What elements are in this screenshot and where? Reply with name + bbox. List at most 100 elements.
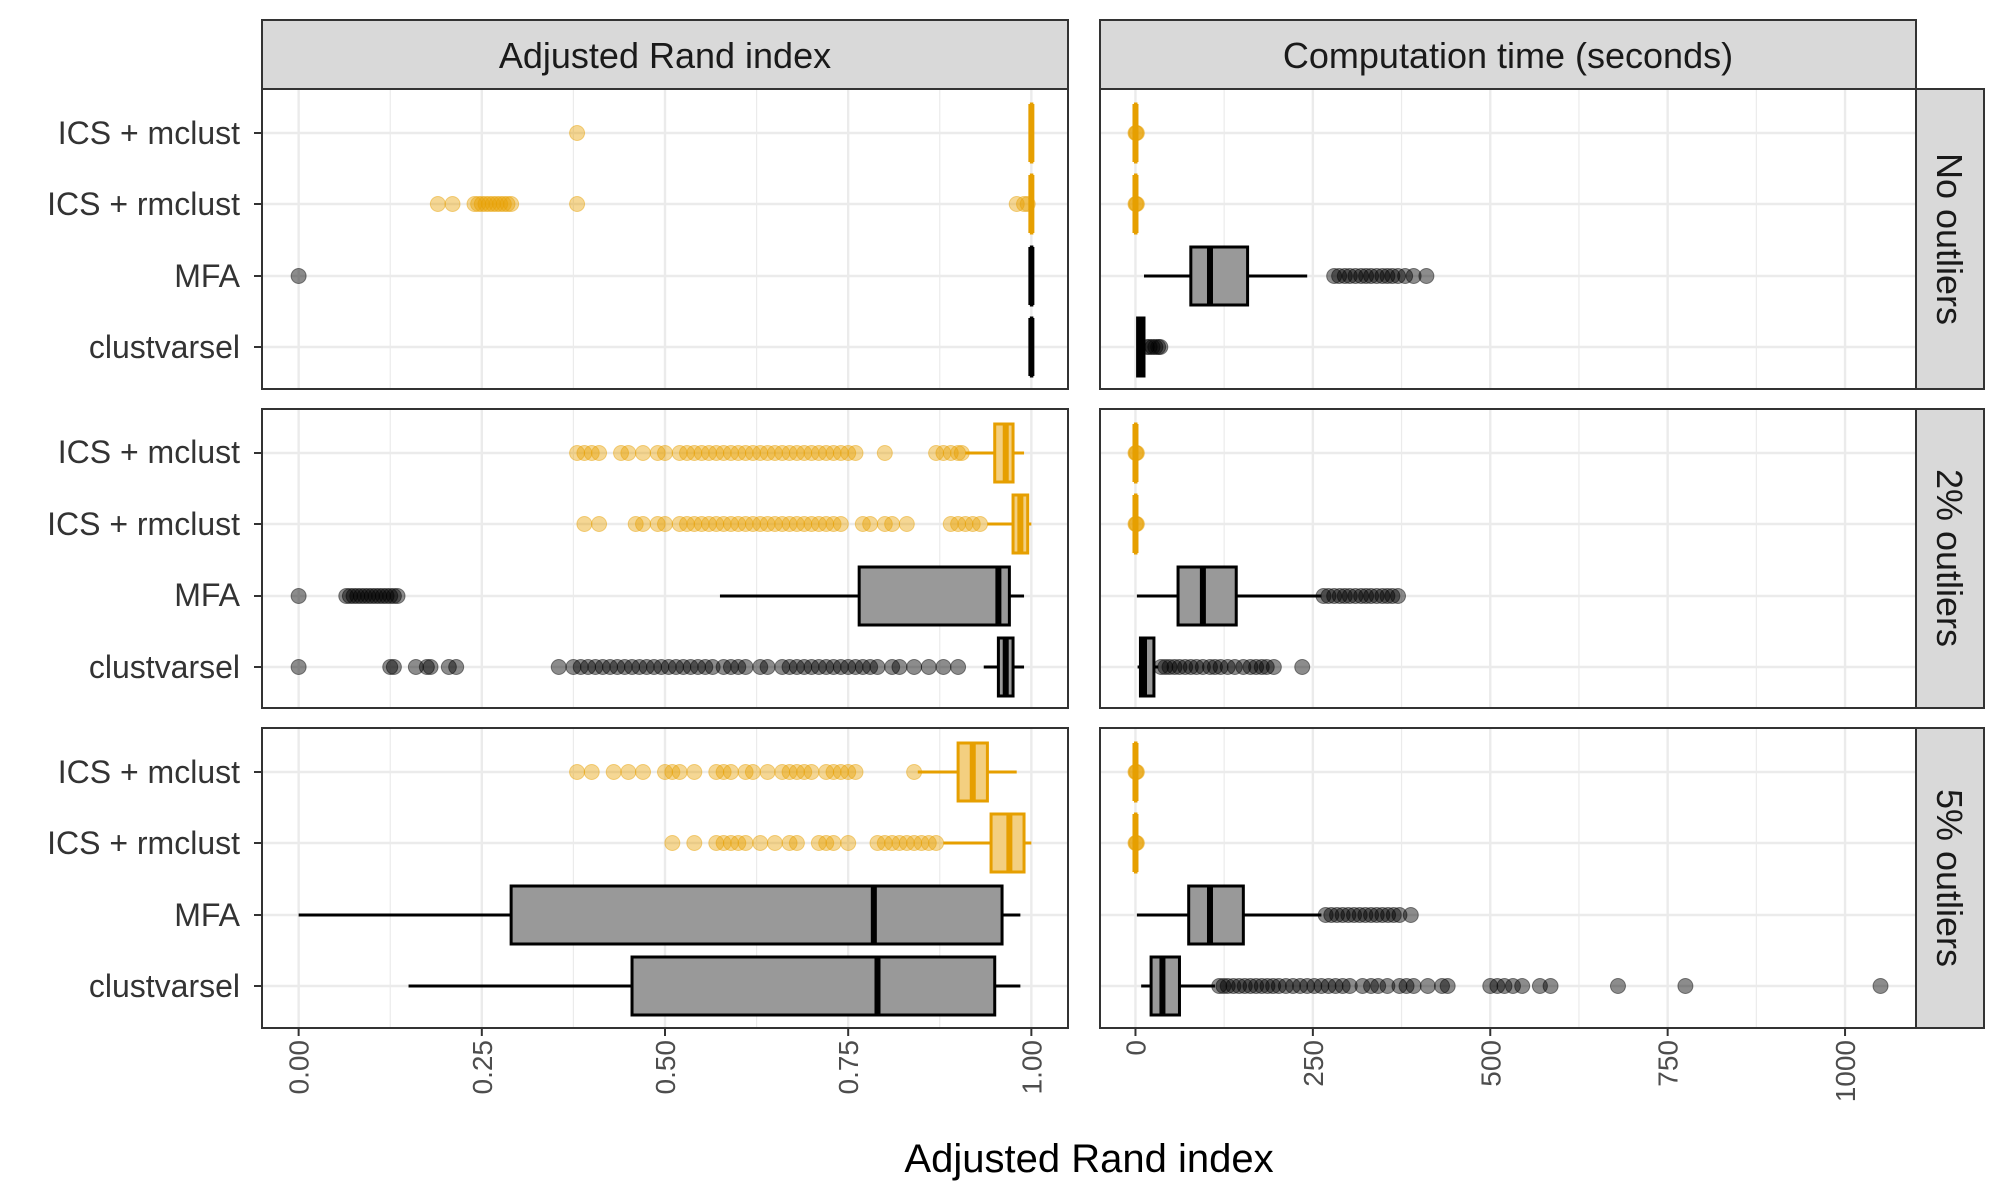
outlier-point (686, 835, 703, 851)
outlier-point (1514, 978, 1531, 994)
outlier-point (1391, 907, 1408, 923)
outlier-point (689, 659, 706, 675)
box-1 (1127, 102, 1145, 164)
iqr-box (857, 565, 1011, 627)
box-1 (569, 422, 1025, 484)
y-label: clustvarsel (89, 649, 240, 685)
outlier-point (1341, 588, 1358, 604)
outlier-point (796, 445, 813, 461)
outlier-point (675, 659, 692, 675)
column-strip-0-bg (261, 19, 1069, 90)
y-label: MFA (174, 258, 240, 294)
outlier-point (781, 445, 798, 461)
row-strip-2: 5% outliers (1915, 727, 1985, 1029)
outlier-point (1380, 907, 1397, 923)
outlier-point (667, 659, 684, 675)
panel-time-5pct-outliers (1099, 727, 1917, 1036)
outlier-point (360, 588, 377, 604)
outlier-point (1215, 978, 1232, 994)
outlier-point (1323, 907, 1340, 923)
outlier-point (591, 516, 608, 532)
outlier-point (367, 588, 384, 604)
panel-ari-5pct-outliers (254, 727, 1069, 1036)
outlier-point (569, 445, 586, 461)
y-label: ICS + mclust (58, 434, 240, 470)
outlier-point (1248, 978, 1265, 994)
box-2 (429, 173, 1036, 235)
outlier-point (499, 196, 516, 212)
outlier-point (796, 659, 813, 675)
outlier-point (744, 516, 761, 532)
outlier-point (649, 445, 666, 461)
outlier-point (700, 516, 717, 532)
outlier-point (1363, 907, 1380, 923)
outlier-point (624, 659, 641, 675)
outlier-point (825, 659, 842, 675)
outlier-point (1265, 659, 1282, 675)
outlier-point (341, 588, 358, 604)
outlier-point (1358, 588, 1375, 604)
outlier-point (788, 659, 805, 675)
panel-border (1099, 88, 1917, 390)
outlier-point (385, 659, 402, 675)
outlier-point (1201, 659, 1218, 675)
outlier-point (422, 659, 439, 675)
x-tick-label: 1.00 (1016, 1040, 1047, 1095)
y-label: ICS + rmclust (47, 506, 240, 542)
row-strip-0: No outliers (1915, 88, 1985, 390)
outlier-point (1253, 659, 1270, 675)
outlier-point (737, 516, 754, 532)
outlier-point (429, 196, 446, 212)
outlier-point (1336, 588, 1353, 604)
outlier-point (290, 588, 307, 604)
outlier-point (854, 659, 871, 675)
outlier-point (671, 764, 688, 780)
outlier-point (818, 445, 835, 461)
outlier-point (898, 835, 915, 851)
outlier-point (635, 516, 652, 532)
outlier-point (1226, 659, 1243, 675)
outlier-point (825, 764, 842, 780)
outlier-point (1390, 588, 1407, 604)
box-3 (290, 565, 1025, 627)
box-4 (1028, 316, 1035, 378)
outlier-point (840, 835, 857, 851)
outlier-point (825, 516, 842, 532)
outlier-point (869, 835, 886, 851)
outlier-point (627, 516, 644, 532)
outlier-point (1379, 268, 1396, 284)
outlier-point (1265, 978, 1282, 994)
outlier-point (950, 659, 967, 675)
outlier-point (737, 764, 754, 780)
outlier-point (481, 196, 498, 212)
panel-border (261, 408, 1069, 709)
outlier-point (583, 445, 600, 461)
outlier-point (657, 516, 673, 532)
outlier-point (1313, 978, 1330, 994)
iqr-box (1189, 245, 1250, 307)
outlier-point (715, 445, 732, 461)
outlier-point (693, 516, 710, 532)
row-strip-0-label: No outliers (1929, 153, 1970, 325)
outlier-point (840, 659, 857, 675)
outlier-point (378, 588, 395, 604)
outlier-point (781, 835, 798, 851)
outlier-point (1353, 268, 1370, 284)
outlier-point (704, 659, 721, 675)
outlier-point (635, 764, 652, 780)
outlier-point (847, 764, 864, 780)
outlier-point (613, 445, 630, 461)
outlier-point (964, 516, 981, 532)
y-label: clustvarsel (89, 329, 240, 365)
outlier-point (1384, 268, 1401, 284)
outlier-point (1374, 588, 1391, 604)
outlier-point (781, 516, 798, 532)
outlier-point (935, 445, 952, 461)
x-axis-title: Adjusted Rand index (904, 1137, 1273, 1181)
outlier-point (569, 196, 586, 212)
outlier-point (781, 659, 798, 675)
outlier-point (1379, 588, 1396, 604)
outlier-point (1489, 978, 1506, 994)
outlier-point (1405, 978, 1422, 994)
outlier-point (488, 196, 505, 212)
